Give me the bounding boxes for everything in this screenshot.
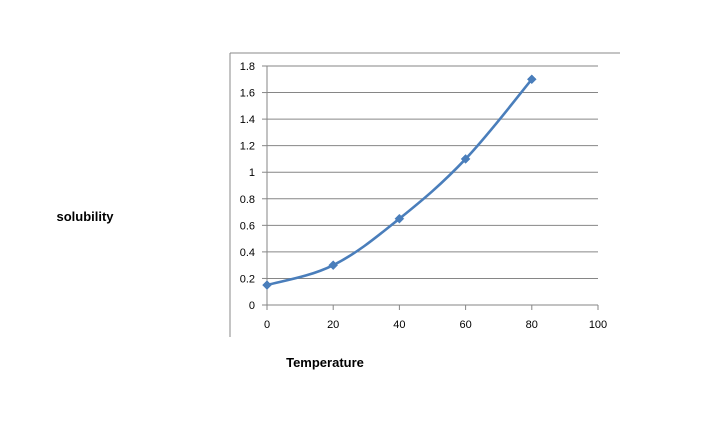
- x-tick-labels: 0 20 40 60 80 100: [264, 319, 607, 331]
- y-tick-label: 0.6: [240, 220, 255, 232]
- y-tick-label: 1.8: [240, 61, 255, 73]
- x-tick-label: 0: [264, 319, 270, 331]
- data-point-marker: [328, 260, 339, 271]
- y-tick-label: 1: [249, 167, 255, 179]
- x-tick-label: 20: [327, 319, 339, 331]
- series-layer: [262, 74, 537, 290]
- x-tick-label: 60: [459, 319, 471, 331]
- y-tick-label: 0: [249, 300, 255, 312]
- y-tick-label: 0.2: [240, 273, 255, 285]
- data-point-marker: [262, 280, 272, 290]
- y-axis-title: solubility: [56, 209, 114, 224]
- axes: [266, 66, 599, 310]
- x-tick-label: 80: [526, 319, 538, 331]
- data-point-marker: [394, 213, 405, 224]
- data-point-marker: [526, 74, 537, 85]
- gridlines: [262, 65, 598, 306]
- y-tick-label: 0.4: [240, 247, 255, 259]
- x-tick-label: 100: [589, 319, 607, 331]
- y-tick-label: 1.4: [240, 114, 255, 126]
- x-axis-title: Temperature: [286, 355, 364, 370]
- y-tick-label: 0.8: [240, 194, 255, 206]
- x-tick-label: 40: [393, 319, 405, 331]
- y-tick-labels: 0 0.2 0.4 0.6 0.8 1 1.2 1.4 1.6 1.8: [240, 61, 255, 312]
- series-line: [265, 77, 534, 287]
- y-tick-label: 1.2: [240, 141, 255, 153]
- y-tick-label: 1.6: [240, 88, 255, 100]
- data-point-marker: [460, 154, 471, 164]
- plot-frame: [229, 52, 620, 337]
